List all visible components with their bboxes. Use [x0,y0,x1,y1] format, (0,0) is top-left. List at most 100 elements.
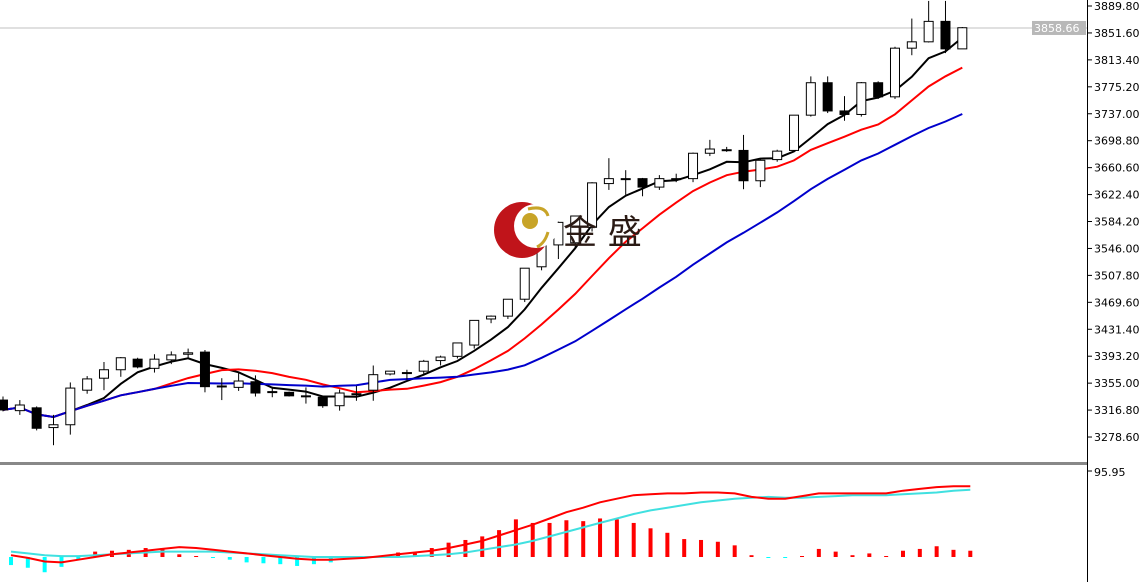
candle-body [587,182,598,228]
candle-body [906,41,917,49]
histogram-bar [581,521,586,557]
histogram-bar [816,548,821,557]
candle-body [149,358,160,369]
candle-body [603,178,614,185]
candle-body [435,356,446,362]
y-tick-label: 3316.80 [1094,404,1140,417]
histogram-bar [968,550,973,557]
candle [704,139,715,157]
candle-body [385,370,396,375]
histogram-bar [9,557,13,566]
histogram-bar [715,541,720,557]
candle-body [82,378,93,391]
histogram-bar [227,557,232,560]
histogram-bar [513,519,518,557]
y-tick-label: 3889.80 [1094,0,1140,13]
candle-body [166,354,177,361]
histogram-bar [800,556,805,557]
candle-body [250,381,261,394]
candle-body [401,372,412,375]
candle-body [216,385,227,388]
candle-body [115,357,126,371]
candle-body [132,358,143,368]
candle [418,359,429,376]
ma-20-line [2,113,963,419]
candle [671,173,682,183]
histogram-bar [631,522,636,557]
candle [755,158,766,188]
histogram-bar [177,554,182,557]
candle-body [654,178,665,188]
candle-body [199,351,210,388]
candle-body [805,82,816,116]
candle [132,357,143,369]
candle [31,406,42,431]
candle [856,82,867,117]
candle [923,0,934,43]
macd-main-line [10,485,971,564]
candle [738,134,749,190]
histogram-bar [884,556,889,557]
candle-body [721,149,732,152]
candle [452,342,463,359]
candle [587,182,598,232]
candle-body [14,404,25,412]
candle-body [267,391,278,394]
histogram-bar [766,557,771,558]
candle [654,175,665,190]
histogram-bar [295,557,300,566]
histogram-bar [850,555,855,557]
candle-body [183,352,194,355]
candle-body [317,396,328,407]
candle [839,96,850,121]
candle [435,355,446,366]
candle [772,149,783,162]
candle [469,319,480,349]
histogram-bar [480,536,485,557]
y-tick-label: 3431.40 [1094,323,1140,336]
y-tick-label: 3660.60 [1094,162,1140,175]
candle-body [856,82,867,115]
macd-panel [9,485,973,573]
y-tick-label: 3469.60 [1094,296,1140,309]
candle [906,18,917,56]
candle-body [65,387,76,426]
histogram-bar [412,552,417,557]
candle [889,46,900,99]
candle [873,81,884,99]
candle [502,298,513,319]
candle [199,349,210,393]
candle-body [839,110,850,115]
candle [486,315,497,324]
candle [166,351,177,365]
candle [233,372,244,391]
candle-body [923,20,934,43]
candle-body [48,424,59,429]
candle [688,152,699,183]
candle-body [418,360,429,372]
y-tick-label: 3393.20 [1094,350,1140,363]
histogram-bar [900,550,905,557]
macd-tick-label: 95.95 [1094,466,1126,479]
candle-body [822,82,833,112]
y-tick-label: 3507.80 [1094,269,1140,282]
histogram-bar [699,539,704,557]
candle [637,177,648,197]
macd-axis: 95.95 [1087,466,1126,479]
candle [14,400,25,415]
y-tick-label: 3546.00 [1094,242,1140,255]
candles [0,0,968,446]
histogram-bar [564,520,569,557]
candle-body [755,159,766,182]
candle [334,389,345,411]
candle [82,376,93,394]
ma-5-line [2,36,963,419]
candle-body [502,298,513,317]
histogram-bar [463,539,468,557]
price-axis: 3889.80 3851.60 3813.40 3775.20 3737.00 3698.… [1087,0,1140,444]
candle [65,382,76,435]
candle-body [486,315,497,320]
histogram-bar [951,549,956,557]
current-price-label: 3858.66 [1034,22,1080,35]
